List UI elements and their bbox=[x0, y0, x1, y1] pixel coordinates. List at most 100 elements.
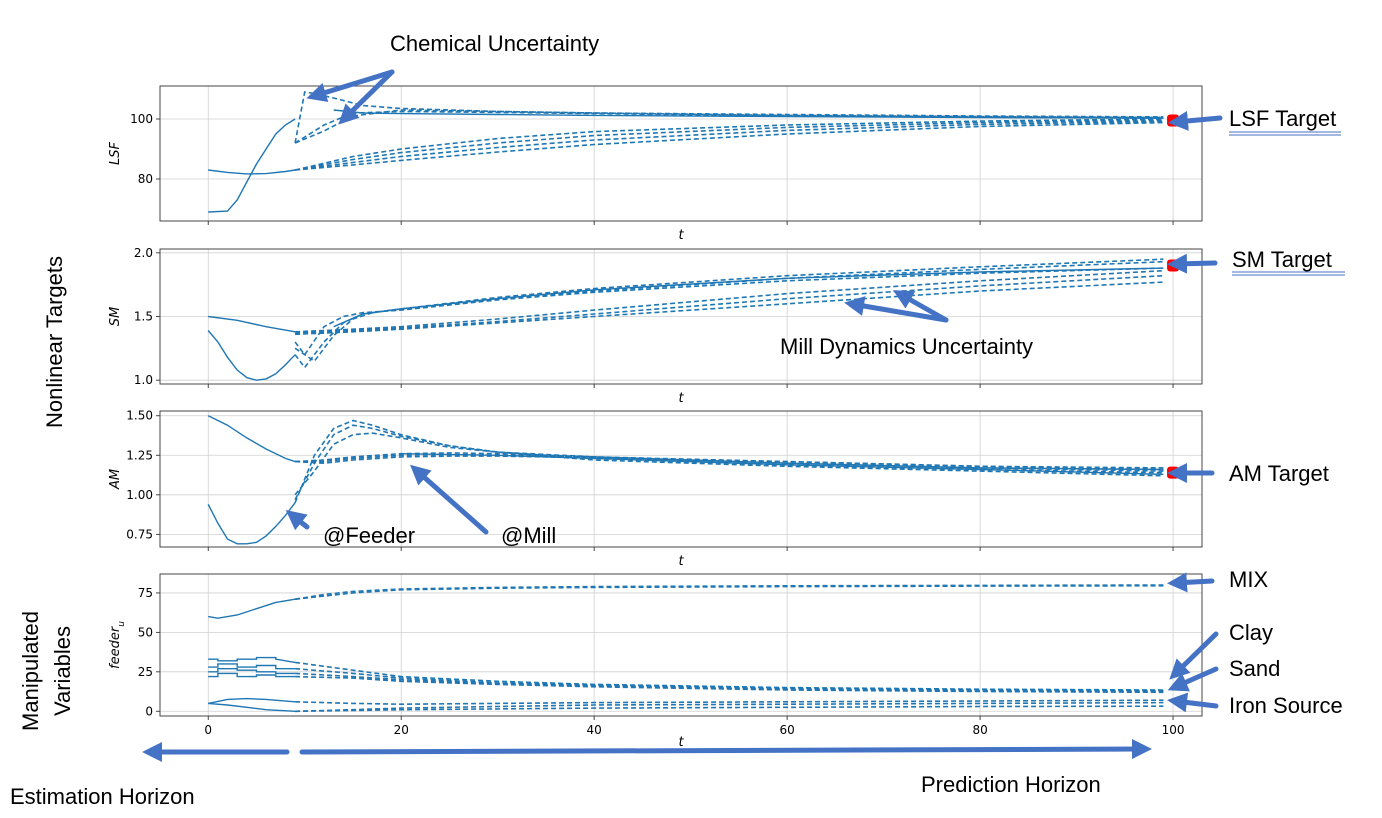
series-line-1 bbox=[208, 315, 296, 333]
series-line-9 bbox=[295, 281, 1164, 336]
series-line-10 bbox=[295, 121, 1164, 171]
lsf-target-label: LSF Target bbox=[1229, 106, 1336, 131]
series-line-7 bbox=[295, 269, 1164, 333]
series-line-5 bbox=[294, 109, 1164, 144]
sm-target-arrow bbox=[1167, 253, 1218, 274]
lsf-target-arrow bbox=[1168, 110, 1223, 131]
series-line-4 bbox=[208, 656, 296, 664]
x-tick-label: 100 bbox=[1162, 723, 1185, 737]
series-line-4 bbox=[294, 424, 1164, 500]
x-tick-label: 60 bbox=[779, 723, 794, 737]
y-tick-label: 2.0 bbox=[134, 246, 153, 260]
series-line-8 bbox=[295, 274, 1164, 334]
series-line-9 bbox=[401, 453, 1164, 475]
mix-arrow bbox=[1167, 572, 1215, 593]
series-line-4 bbox=[294, 260, 1164, 363]
variables-label: Variables bbox=[50, 626, 75, 716]
y-tick-label: 0 bbox=[145, 704, 153, 718]
y-tick-label: 1.00 bbox=[126, 488, 153, 502]
series-line-6 bbox=[208, 668, 296, 675]
y-tick-label: 1.5 bbox=[134, 310, 153, 324]
prediction-horizon-label: Prediction Horizon bbox=[921, 772, 1101, 797]
y-tick-label: 100 bbox=[130, 112, 153, 126]
series-line-3 bbox=[294, 258, 1164, 369]
y-axis-label: SM bbox=[108, 307, 123, 326]
iron-arrow bbox=[1167, 692, 1219, 713]
series-line-2 bbox=[208, 118, 296, 213]
plots: 80 100 t LSF 1.0 1.5 2.0 t SM 0.75 1.00 1.25 1.50 t AM… bbox=[108, 85, 1203, 750]
subplot-lsf: 80 100 t LSF bbox=[108, 85, 1203, 243]
mill-dyn-arrow-1 bbox=[844, 296, 949, 323]
mill-label: @Mill bbox=[501, 523, 556, 548]
x-axis-label: t bbox=[678, 554, 684, 569]
subplot-sm: 1.0 1.5 2.0 t SM bbox=[108, 246, 1203, 406]
series-line-8 bbox=[295, 455, 1164, 469]
y-tick-label: 75 bbox=[138, 586, 153, 600]
chemical-arrow-2 bbox=[338, 69, 395, 125]
series-line-3 bbox=[295, 584, 1164, 600]
y-tick-label: 1.25 bbox=[126, 448, 153, 462]
x-tick-label: 20 bbox=[394, 723, 409, 737]
series-line-12 bbox=[208, 697, 296, 705]
series-line-8 bbox=[294, 661, 1164, 691]
y-tick-label: 80 bbox=[138, 172, 153, 186]
estimation-horizon-label: Estimation Horizon bbox=[10, 784, 195, 809]
x-tick-label: 0 bbox=[204, 723, 212, 737]
axes-frame bbox=[159, 410, 1203, 548]
chemical-uncertainty-label: Chemical Uncertainty bbox=[390, 31, 599, 56]
sand-arrow bbox=[1167, 666, 1219, 692]
series-line-9 bbox=[294, 120, 1164, 171]
series-line-6 bbox=[333, 109, 1164, 119]
series-line-5 bbox=[294, 267, 1164, 357]
mill-dyn-arrow-2 bbox=[893, 290, 949, 323]
series-line-7 bbox=[294, 118, 1164, 171]
series-line-6 bbox=[333, 267, 1164, 328]
x-axis-label: t bbox=[678, 735, 684, 750]
x-tick-label: 80 bbox=[972, 723, 987, 737]
series-line-2 bbox=[207, 330, 296, 381]
mill-arrow bbox=[410, 464, 489, 535]
series-line-1 bbox=[208, 598, 296, 619]
series-line-16 bbox=[295, 705, 1164, 713]
axes-frame bbox=[159, 573, 1203, 717]
series-line-13 bbox=[208, 702, 296, 712]
y-tick-label: 25 bbox=[138, 665, 153, 679]
series-line-15 bbox=[295, 701, 1164, 713]
series-line-8 bbox=[294, 119, 1164, 171]
y-axis-label: feederu bbox=[108, 621, 127, 669]
x-axis-label: t bbox=[678, 391, 684, 406]
nonlinear-targets-label: Nonlinear Targets bbox=[42, 256, 67, 428]
mix-label: MIX bbox=[1229, 567, 1268, 592]
series-line-7 bbox=[208, 672, 296, 678]
prediction-horizon-arrow bbox=[299, 739, 1152, 760]
series-line-2 bbox=[294, 584, 1164, 600]
y-axis-label: LSF bbox=[108, 141, 123, 164]
x-tick-label: 40 bbox=[587, 723, 602, 737]
series-line-14 bbox=[295, 699, 1164, 706]
series-line-1 bbox=[207, 415, 296, 463]
feeder-arrow bbox=[285, 510, 310, 531]
mill-dynamics-uncertainty-label: Mill Dynamics Uncertainty bbox=[780, 334, 1033, 359]
y-axis-label: AM bbox=[108, 469, 123, 490]
y-tick-label: 1.50 bbox=[126, 409, 153, 423]
y-tick-label: 0.75 bbox=[126, 527, 153, 541]
series-line-1 bbox=[208, 169, 296, 175]
manipulated-label: Manipulated bbox=[18, 611, 43, 731]
series-line-2 bbox=[207, 502, 296, 545]
series-line-6 bbox=[295, 452, 1164, 472]
y-tick-label: 1.0 bbox=[134, 373, 153, 387]
sand-label: Sand bbox=[1229, 656, 1280, 681]
series-line-11 bbox=[295, 675, 1164, 694]
axes-frame bbox=[159, 85, 1203, 222]
clay-label: Clay bbox=[1229, 620, 1273, 645]
sm-target-label: SM Target bbox=[1232, 247, 1332, 272]
iron-source-label: Iron Source bbox=[1229, 693, 1343, 718]
y-tick-label: 50 bbox=[138, 625, 153, 639]
feeder-label: @Feeder bbox=[323, 523, 415, 548]
x-axis-label: t bbox=[678, 228, 684, 243]
series-line-5 bbox=[208, 663, 296, 670]
annotations: Chemical Uncertainty Mill Dynamics Uncer… bbox=[10, 31, 1345, 809]
subplot-feeder-u: 0 25 50 75 0 20 40 60 80 100 t feederu bbox=[108, 573, 1203, 750]
chemical-arrow-1 bbox=[306, 69, 395, 103]
